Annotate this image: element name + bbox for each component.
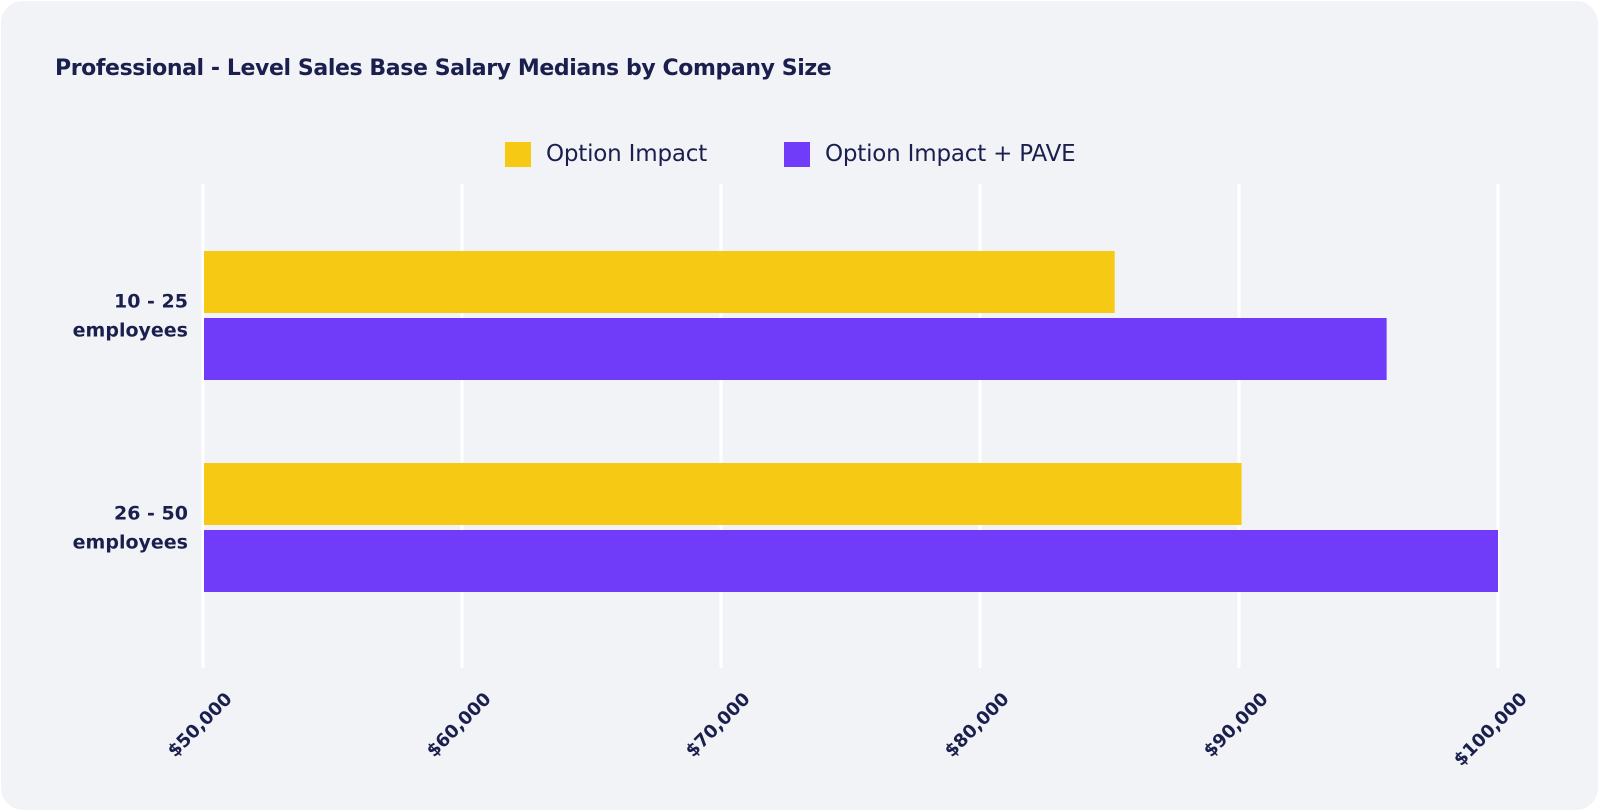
legend-label-option-impact-pave: Option Impact + PAVE (825, 141, 1076, 167)
x-tick-labels: $50,000 $60,000 $70,000 $80,000 $90,000 $100,… (164, 689, 1532, 771)
x-tick-label-5: $100,000 (1450, 689, 1532, 771)
bar-option-impact-1 (204, 463, 1242, 525)
legend-item-option-impact-pave: Option Impact + PAVE (784, 141, 1076, 167)
x-tick-label-0: $50,000 (164, 689, 237, 762)
x-tick-label-2: $70,000 (682, 689, 755, 762)
legend-swatch-option-impact (505, 141, 531, 167)
bars (204, 251, 1498, 592)
bar-option-impact-pave-0 (204, 318, 1387, 380)
category-label-1-line-1: employees (73, 532, 188, 554)
legend-item-option-impact: Option Impact (505, 141, 707, 167)
chart-title: Professional - Level Sales Base Salary M… (55, 56, 832, 81)
legend-label-option-impact: Option Impact (546, 141, 708, 167)
x-tick-label-4: $90,000 (1200, 689, 1273, 762)
category-label-1-line-0: 26 - 50 (114, 503, 188, 525)
bar-option-impact-0 (204, 251, 1115, 313)
category-label-0-line-1: employees (73, 320, 188, 342)
category-label-0-line-0: 10 - 25 (114, 291, 188, 313)
x-tick-label-3: $80,000 (941, 689, 1014, 762)
category-labels: 10 - 25 employees 26 - 50 employees (73, 291, 188, 554)
x-tick-label-1: $60,000 (423, 689, 496, 762)
bar-option-impact-pave-1 (204, 530, 1498, 592)
legend-swatch-option-impact-pave (784, 141, 810, 167)
